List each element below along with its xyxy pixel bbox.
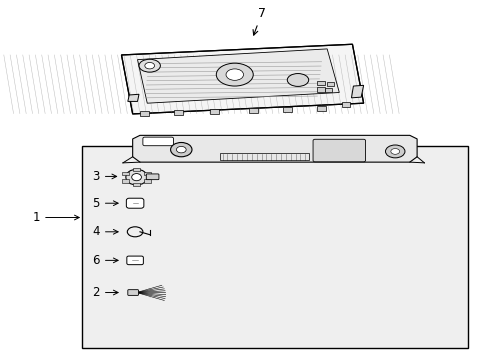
Bar — [81, 146, 467, 348]
Bar — [220, 153, 308, 160]
Text: 5: 5 — [92, 197, 118, 210]
FancyBboxPatch shape — [146, 174, 159, 180]
Bar — [133, 168, 140, 171]
Bar — [341, 103, 350, 108]
Bar — [317, 106, 325, 111]
Bar — [174, 110, 183, 114]
Ellipse shape — [390, 149, 399, 154]
Polygon shape — [351, 85, 363, 98]
Bar — [283, 107, 291, 112]
Text: 7: 7 — [253, 8, 265, 35]
Bar — [324, 88, 331, 93]
Ellipse shape — [131, 174, 141, 181]
Bar — [144, 179, 151, 183]
Polygon shape — [127, 94, 139, 102]
Bar — [326, 82, 334, 86]
Bar — [122, 179, 129, 183]
Bar — [317, 81, 324, 85]
Ellipse shape — [287, 73, 308, 86]
Bar — [317, 87, 324, 92]
Ellipse shape — [225, 69, 243, 80]
Ellipse shape — [176, 147, 186, 153]
Bar — [210, 109, 219, 114]
Text: 3: 3 — [92, 170, 117, 183]
Ellipse shape — [125, 169, 147, 185]
Text: 2: 2 — [92, 286, 118, 299]
Ellipse shape — [385, 145, 404, 158]
Bar — [122, 172, 129, 175]
Bar — [144, 172, 151, 175]
FancyBboxPatch shape — [126, 256, 143, 265]
Ellipse shape — [170, 143, 192, 157]
Bar — [140, 111, 148, 116]
Ellipse shape — [216, 63, 253, 86]
Text: 1: 1 — [33, 211, 79, 224]
Bar — [249, 108, 258, 113]
FancyBboxPatch shape — [142, 137, 173, 146]
FancyBboxPatch shape — [126, 198, 143, 208]
FancyBboxPatch shape — [312, 139, 365, 162]
FancyBboxPatch shape — [127, 290, 138, 296]
Ellipse shape — [144, 63, 154, 69]
Text: 6: 6 — [92, 254, 118, 267]
Bar — [133, 183, 140, 186]
Text: 4: 4 — [92, 225, 118, 238]
Polygon shape — [132, 135, 416, 162]
Polygon shape — [121, 44, 363, 114]
Ellipse shape — [139, 59, 160, 72]
Polygon shape — [137, 49, 339, 103]
